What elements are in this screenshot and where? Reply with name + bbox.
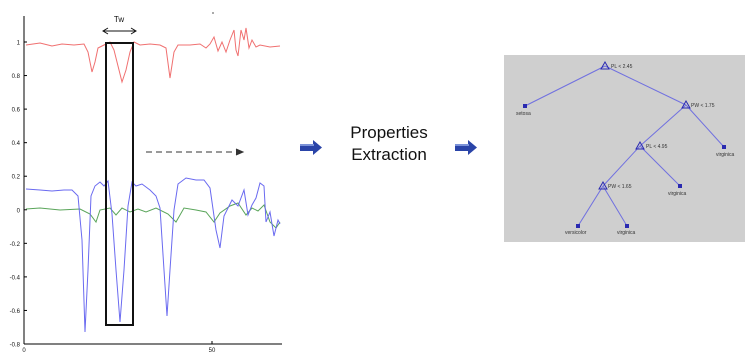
node-label-n0: PL < 2.45 xyxy=(611,64,633,70)
slide-direction-arrow-head xyxy=(235,148,245,156)
split-node-n5 xyxy=(598,180,608,190)
node-label-n2: PW < 1.75 xyxy=(691,103,715,109)
split-node-n3 xyxy=(635,140,645,150)
decision-tree-panel: PL < 2.45 setosa PW < 1.75 PL < 4.95 vir… xyxy=(504,55,745,242)
y-tick-label: -0.6 xyxy=(10,309,21,315)
window-arrow-left-head xyxy=(102,27,109,35)
tree-split-nodes xyxy=(598,60,691,190)
green-signal-line xyxy=(25,202,281,229)
leaf-node-n1 xyxy=(523,104,527,108)
edge-n3-n6 xyxy=(639,145,681,187)
leaf-node-n7 xyxy=(576,224,580,228)
edge-n0-n1 xyxy=(524,65,606,107)
y-tick-group: 1 0.8 0.6 0.4 0.2 0 -0.2 -0.4 -0.6 -0.8 xyxy=(10,41,27,349)
y-tick-label: -0.2 xyxy=(10,242,21,248)
signal-plot: 1 0.8 0.6 0.4 0.2 0 -0.2 -0.4 -0.6 -0.8 0 50 Tw xyxy=(10,12,282,354)
edge-n2-n4 xyxy=(685,104,725,148)
tree-background xyxy=(504,55,745,242)
y-tick-label: -0.8 xyxy=(10,343,21,349)
tree-edges xyxy=(524,65,725,227)
edge-n5-n8 xyxy=(602,185,628,227)
node-label-n6: virginica xyxy=(668,191,687,197)
y-tick-label: 0.4 xyxy=(12,141,21,147)
node-label-n8: virginica xyxy=(617,230,636,236)
process-label-line1: Properties xyxy=(350,123,428,142)
edge-n2-n3 xyxy=(639,104,687,147)
node-label-n3: PL < 4.95 xyxy=(646,144,668,150)
node-label-n5: PW < 1.65 xyxy=(608,184,632,190)
red-signal-line xyxy=(25,27,281,84)
tree-leaf-nodes xyxy=(523,104,726,228)
y-tick-label: 1 xyxy=(17,41,21,47)
arrow-out-of-extraction xyxy=(455,140,477,155)
sliding-window-box xyxy=(105,42,134,326)
x-tick-label: 50 xyxy=(209,348,216,354)
split-node-n0 xyxy=(600,60,610,70)
node-label-n1: setosa xyxy=(516,111,531,117)
node-label-n4: virginica xyxy=(716,152,735,158)
leaf-node-n4 xyxy=(722,145,726,149)
y-tick-label: 0.8 xyxy=(12,74,21,80)
process-label: Properties Extraction xyxy=(330,122,448,166)
leaf-node-n6 xyxy=(678,184,682,188)
node-label-n7: versicolor xyxy=(565,230,587,236)
y-tick-label: 0.2 xyxy=(12,175,21,181)
window-label: Tw xyxy=(114,15,124,24)
y-tick-label: -0.4 xyxy=(10,275,21,281)
tree-node-labels: PL < 2.45 setosa PW < 1.75 PL < 4.95 vir… xyxy=(516,64,735,236)
window-arrow-right-head xyxy=(130,27,137,35)
y-tick-label: 0 xyxy=(17,208,21,214)
x-tick-group: 0 50 xyxy=(22,341,216,354)
edge-n5-n7 xyxy=(577,185,604,227)
process-label-line2: Extraction xyxy=(351,145,427,164)
split-node-n2 xyxy=(681,99,691,109)
y-tick-label: 0.6 xyxy=(12,108,21,114)
edge-n3-n5 xyxy=(602,145,641,187)
edge-n0-n2 xyxy=(604,65,687,106)
x-tick-label: 0 xyxy=(22,348,26,354)
arrow-into-extraction xyxy=(300,140,322,155)
leaf-node-n8 xyxy=(625,224,629,228)
process-flow xyxy=(300,140,477,155)
blue-signal-line xyxy=(25,177,281,333)
